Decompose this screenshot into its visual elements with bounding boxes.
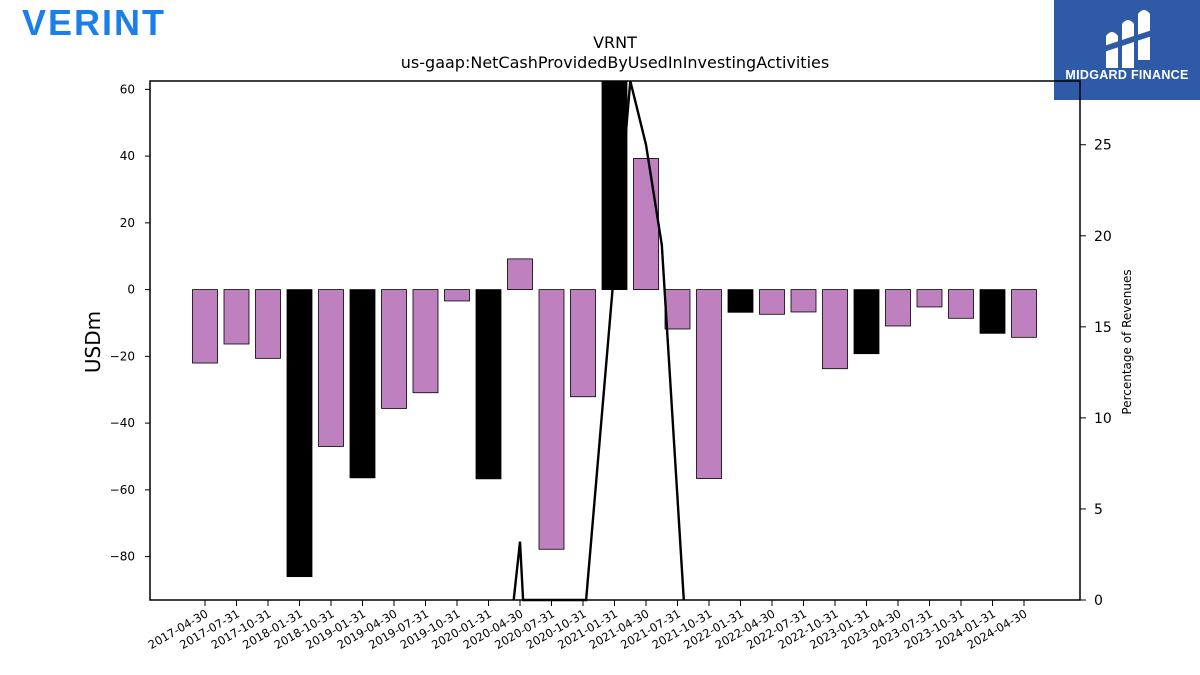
badge-text: MIDGARD FINANCE — [1065, 68, 1189, 82]
y-tick-label: 60 — [120, 82, 135, 96]
bars-layer — [192, 80, 1037, 578]
midgard-logo-icon — [1104, 10, 1152, 68]
bar-2018-10-31 — [318, 289, 344, 447]
x-axis: 2017-04-302017-07-312017-10-312018-01-31… — [146, 600, 1030, 652]
bar-2021-04-30 — [633, 158, 659, 291]
bar-2017-04-30 — [192, 289, 218, 364]
bar-2022-07-31 — [790, 289, 817, 313]
bar-2020-10-31 — [570, 289, 596, 398]
bar-2019-04-30 — [381, 289, 407, 409]
revenue-percentage-line — [512, 80, 685, 602]
bar-2023-04-30 — [885, 289, 911, 327]
bar-2023-10-31 — [948, 289, 974, 319]
y2-tick-label: 20 — [1094, 229, 1112, 245]
bar-2021-10-31 — [696, 289, 722, 479]
y-tick-label: 0 — [127, 283, 135, 297]
y-tick-label: −20 — [110, 349, 135, 363]
bar-2022-10-31 — [822, 289, 848, 370]
bar-2024-01-31 — [979, 289, 1006, 334]
y-axis-right: 0 5 10 15 20 25 — [1080, 138, 1112, 609]
chart-subtitle: us-gaap:NetCashProvidedByUsedInInvesting… — [401, 53, 829, 72]
y2-tick-label: 25 — [1094, 138, 1112, 154]
y-tick-label: −40 — [110, 416, 135, 430]
bar-2023-01-31 — [853, 289, 880, 355]
y-axis-label: USDm — [81, 311, 105, 373]
y2-tick-label: 5 — [1094, 502, 1103, 518]
bar-2019-07-31 — [412, 289, 439, 394]
bar-2017-10-31 — [255, 289, 281, 359]
bar-2022-01-31 — [727, 289, 754, 313]
bar-2023-07-31 — [916, 289, 943, 308]
brand-logo: VERINT — [22, 2, 167, 43]
bar-2019-01-31 — [349, 289, 376, 479]
y-tick-label: 40 — [120, 149, 135, 163]
chart-title: VRNT — [593, 33, 637, 52]
bar-2020-01-31 — [475, 289, 502, 480]
y-tick-label: −80 — [110, 550, 135, 564]
y2-tick-label: 0 — [1094, 593, 1103, 609]
bar-2017-07-31 — [223, 289, 250, 345]
y-tick-label: 20 — [120, 216, 135, 230]
y-axis-left: 60 40 20 0 −20 −40 −60 −80 — [110, 82, 150, 564]
bar-2024-04-30 — [1011, 289, 1037, 338]
bar-2018-01-31 — [286, 289, 313, 578]
y2-tick-label: 15 — [1094, 320, 1112, 336]
bar-2019-10-31 — [444, 289, 470, 302]
bar-2020-04-30 — [507, 258, 533, 291]
y-tick-label: −60 — [110, 483, 135, 497]
y2-axis-label: Percentage of Revenues — [1120, 269, 1134, 414]
y2-tick-label: 10 — [1094, 411, 1112, 427]
midgard-finance-badge: MIDGARD FINANCE — [1054, 0, 1200, 100]
bar-2022-04-30 — [759, 289, 785, 315]
line-layer — [512, 80, 685, 602]
bar-2020-07-31 — [538, 289, 565, 550]
bar-2021-07-31 — [664, 289, 691, 330]
